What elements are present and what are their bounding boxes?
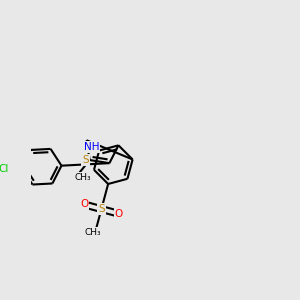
- Text: CH₃: CH₃: [74, 172, 91, 182]
- Text: O: O: [80, 200, 88, 209]
- Text: Cl: Cl: [0, 164, 9, 174]
- Text: CH₃: CH₃: [85, 228, 101, 237]
- Text: NH: NH: [84, 142, 99, 152]
- Text: S: S: [98, 204, 105, 214]
- Text: S: S: [82, 154, 89, 165]
- Text: O: O: [115, 209, 123, 219]
